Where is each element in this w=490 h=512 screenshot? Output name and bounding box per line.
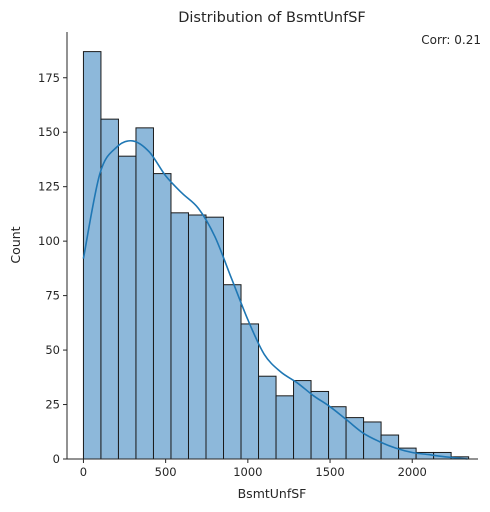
histogram-bar: [100, 118, 119, 460]
y-tick-label: 0: [53, 452, 60, 466]
y-tick-label: 25: [45, 398, 60, 412]
histogram-bar: [240, 323, 260, 460]
histogram-bar: [170, 212, 189, 460]
histogram-bar: [258, 375, 277, 460]
histogram-bar: [82, 51, 102, 460]
chart-title: Distribution of BsmtUnfSF: [178, 10, 366, 26]
x-tick-label: 500: [155, 465, 177, 479]
histogram-bar: [345, 417, 365, 460]
axes: 0 500 1000 1500 2000 0 25 50 75 100 125 150 175: [38, 32, 478, 479]
y-tick-label: 50: [45, 343, 60, 357]
histogram-bar: [310, 390, 330, 460]
y-tick-label: 175: [38, 71, 60, 85]
histogram-bars: [82, 51, 470, 460]
histogram-bar: [328, 406, 347, 460]
histogram-bar: [152, 173, 172, 460]
histogram-bar: [205, 216, 225, 460]
y-tick-label: 100: [38, 234, 60, 248]
x-axis-label: BsmtUnfSF: [238, 486, 307, 501]
x-tick-label: 0: [80, 465, 87, 479]
histogram-bar: [275, 395, 295, 460]
histogram-bar: [380, 434, 400, 460]
x-tick-label: 1500: [315, 465, 344, 479]
y-tick-label: 125: [38, 180, 60, 194]
correlation-annotation: Corr: 0.21: [421, 33, 481, 47]
kde-curve: [82, 139, 468, 460]
histogram-bar: [117, 155, 137, 460]
y-axis-label: Count: [8, 226, 23, 263]
histogram-bar: [187, 214, 207, 460]
histogram-bar: [135, 127, 154, 460]
y-tick-label: 75: [45, 289, 60, 303]
x-tick-label: 2000: [398, 465, 427, 479]
histogram-bar: [223, 284, 242, 460]
y-tick-label: 150: [38, 125, 60, 139]
x-tick-label: 1000: [233, 465, 262, 479]
